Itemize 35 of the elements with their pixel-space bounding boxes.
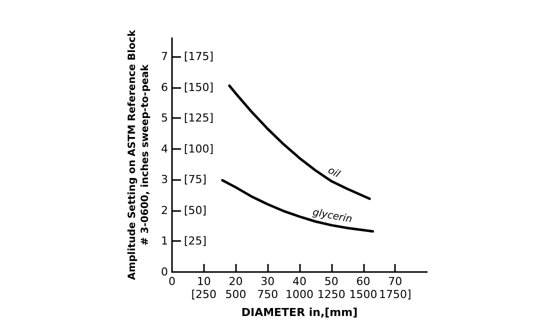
x-tick-label: 10 [196, 275, 211, 288]
x-tick-label: 20 [228, 275, 243, 288]
line-series [221, 178, 374, 233]
text: oil [326, 165, 342, 180]
line-series [228, 84, 371, 200]
y-tick-label: 4 [161, 142, 168, 156]
x-tick-label: 60 [356, 275, 370, 288]
y-tick-label: 5 [161, 112, 168, 125]
y2-tick-label: [75] [184, 173, 207, 186]
text: glycerin [312, 207, 353, 226]
x-tick-label: 50 [324, 275, 338, 288]
x2-tick-label: 750 [257, 288, 278, 301]
y2-tick-label: [50] [184, 204, 207, 217]
y2-tick-label: [25] [184, 234, 207, 248]
y-tick-label: 3 [161, 173, 168, 186]
x2-tick-label: 1000 [286, 288, 314, 301]
y2-tick-label: [175] [184, 50, 214, 63]
x-tick-label: 40 [292, 275, 306, 288]
y2-tick-label: [150] [184, 80, 214, 94]
x2-tick-label: 1750] [378, 288, 412, 301]
y-tick-label: 7 [161, 50, 168, 63]
y-tick-label: 1 [161, 234, 168, 248]
x2-tick-label: 1500 [349, 288, 378, 301]
x2-tick-label: 1250 [317, 288, 346, 301]
x-tick-label: 30 [260, 275, 275, 288]
y-tick-label: 0 [161, 266, 168, 278]
y2-tick-label: [100] [184, 142, 214, 156]
y-tick-label: 2 [161, 204, 168, 217]
y2-tick-label: [125] [184, 112, 214, 125]
y-tick-label: 6 [161, 80, 168, 94]
x2-tick-label: [250 [191, 288, 217, 301]
y-axis-title: Amplitude Setting on ASTM Reference Block # 3-0600, inches sweep-to-peak [127, 30, 151, 280]
x2-tick-label: 500 [225, 288, 246, 301]
x-tick-label: 70 [388, 275, 402, 288]
x-axis-title: DIAMETER in,[mm] [241, 306, 358, 319]
